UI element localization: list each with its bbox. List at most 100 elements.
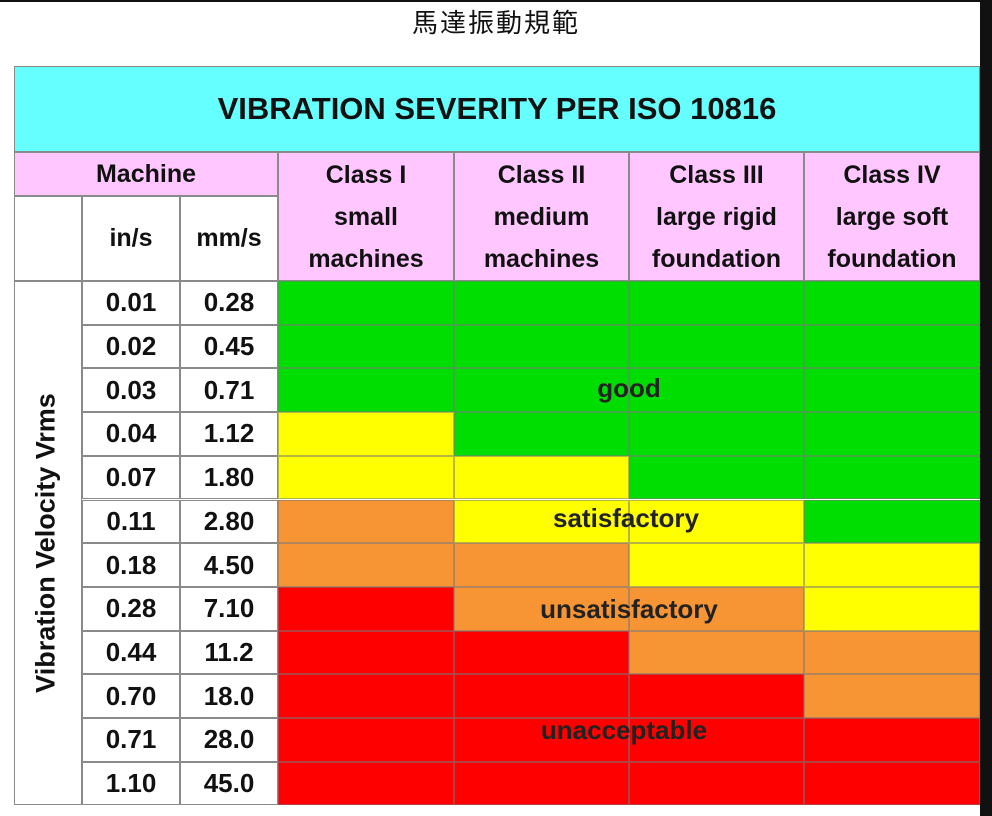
zone-cell-unacceptable [278, 674, 454, 718]
in-s-value: 0.28 [82, 586, 180, 631]
zone-cell-unacceptable [804, 761, 980, 806]
zone-cell-unacceptable [454, 674, 629, 718]
mm-s-value: 4.50 [180, 543, 278, 587]
zone-cell-good [454, 368, 629, 413]
zone-cell-unacceptable [278, 630, 454, 675]
in-s-value: 0.07 [82, 455, 180, 500]
zone-cell-good [454, 281, 629, 325]
in-s-value: 0.04 [82, 412, 180, 456]
zone-cell-unacceptable [278, 586, 454, 631]
machine-header: Machine [14, 152, 278, 196]
zone-cell-unsatisfactory [278, 543, 454, 587]
zone-cell-good [629, 455, 804, 500]
zone-cell-unacceptable [629, 674, 804, 718]
zone-label-good: good [597, 373, 661, 404]
zone-cell-good [278, 324, 454, 369]
zone-cell-unacceptable [454, 630, 629, 675]
class-desc-1: large soft [835, 202, 949, 231]
mm-s-value: 1.80 [180, 455, 278, 500]
table-title: VIBRATION SEVERITY PER ISO 10816 [14, 66, 980, 152]
class-desc-1: medium [493, 202, 590, 231]
mm-s-value: 28.0 [180, 718, 278, 762]
zone-cell-satisfactory [454, 455, 629, 500]
page-heading: 馬達振動規範 [411, 9, 580, 39]
unit-header-in-s: in/s [82, 196, 180, 281]
zone-cell-satisfactory [278, 455, 454, 500]
zone-cell-good [629, 368, 804, 413]
zone-cell-unacceptable [454, 761, 629, 806]
right-border-line [980, 0, 992, 816]
unit-header-mm-s: mm/s [180, 196, 278, 281]
zone-cell-good [804, 281, 980, 325]
class-header-3: Class III large rigid foundation [629, 152, 804, 281]
mm-s-value: 0.71 [180, 368, 278, 413]
class-header-4: Class IV large soft foundation [804, 152, 980, 281]
mm-s-value: 11.2 [180, 630, 278, 675]
mm-s-value: 2.80 [180, 499, 278, 544]
zone-cell-good [804, 324, 980, 369]
mm-s-value: 0.45 [180, 324, 278, 369]
zone-cell-good [629, 324, 804, 369]
zone-cell-good [278, 281, 454, 325]
in-s-value: 0.01 [82, 281, 180, 325]
zone-cell-unsatisfactory [629, 630, 804, 675]
zone-cell-unsatisfactory [629, 586, 804, 631]
class-desc-2: machines [483, 244, 600, 273]
zone-cell-satisfactory [804, 543, 980, 587]
zone-cell-satisfactory [629, 499, 804, 544]
zone-cell-unsatisfactory [454, 586, 629, 631]
zone-cell-unacceptable [278, 761, 454, 806]
in-s-value: 0.18 [82, 543, 180, 587]
mm-s-value: 18.0 [180, 674, 278, 718]
mm-s-value: 45.0 [180, 761, 278, 806]
zone-cell-good [804, 455, 980, 500]
in-s-value: 0.03 [82, 368, 180, 413]
in-s-value: 0.71 [82, 718, 180, 762]
zone-cell-good [629, 281, 804, 325]
zone-cell-unsatisfactory [454, 543, 629, 587]
zone-cell-good [804, 412, 980, 456]
class-desc-2: foundation [827, 244, 957, 273]
in-s-value: 0.02 [82, 324, 180, 369]
unit-header-blank [14, 196, 82, 281]
zone-cell-good [454, 412, 629, 456]
top-border-line [0, 0, 992, 2]
zone-label-unacceptable: unacceptable [540, 714, 708, 745]
zone-cell-satisfactory [804, 586, 980, 631]
zone-cell-unacceptable [454, 718, 629, 762]
zone-label-unsatisfactory: unsatisfactory [540, 593, 718, 624]
zone-cell-good [629, 412, 804, 456]
class-name: Class II [497, 160, 586, 189]
zone-cell-unsatisfactory [804, 630, 980, 675]
class-desc-2: machines [308, 244, 424, 273]
class-desc-1: large rigid [656, 202, 777, 231]
zone-cell-unsatisfactory [804, 674, 980, 718]
in-s-value: 0.11 [82, 499, 180, 544]
class-name: Class I [325, 160, 407, 189]
zone-cell-unacceptable [804, 718, 980, 762]
class-name: Class III [669, 160, 764, 189]
class-header-1: Class I small machines [278, 152, 454, 281]
class-desc-1: small [334, 202, 398, 231]
in-s-value: 1.10 [82, 761, 180, 806]
zone-cell-unacceptable [278, 718, 454, 762]
zone-cell-good [278, 368, 454, 413]
class-name: Class IV [843, 160, 941, 189]
zone-cell-satisfactory [278, 412, 454, 456]
zone-cell-satisfactory [454, 499, 629, 544]
zone-cell-unacceptable [629, 718, 804, 762]
zone-cell-unacceptable [629, 761, 804, 806]
zone-cell-good [454, 324, 629, 369]
in-s-value: 0.70 [82, 674, 180, 718]
zone-cell-good [804, 368, 980, 413]
axis-column [14, 281, 82, 805]
in-s-value: 0.44 [82, 630, 180, 675]
class-desc-2: foundation [651, 244, 782, 273]
mm-s-value: 7.10 [180, 586, 278, 631]
mm-s-value: 0.28 [180, 281, 278, 325]
zone-cell-good [804, 499, 980, 544]
mm-s-value: 1.12 [180, 412, 278, 456]
zone-label-satisfactory: satisfactory [553, 503, 699, 534]
zone-cell-satisfactory [629, 543, 804, 587]
zone-cell-unsatisfactory [278, 499, 454, 544]
